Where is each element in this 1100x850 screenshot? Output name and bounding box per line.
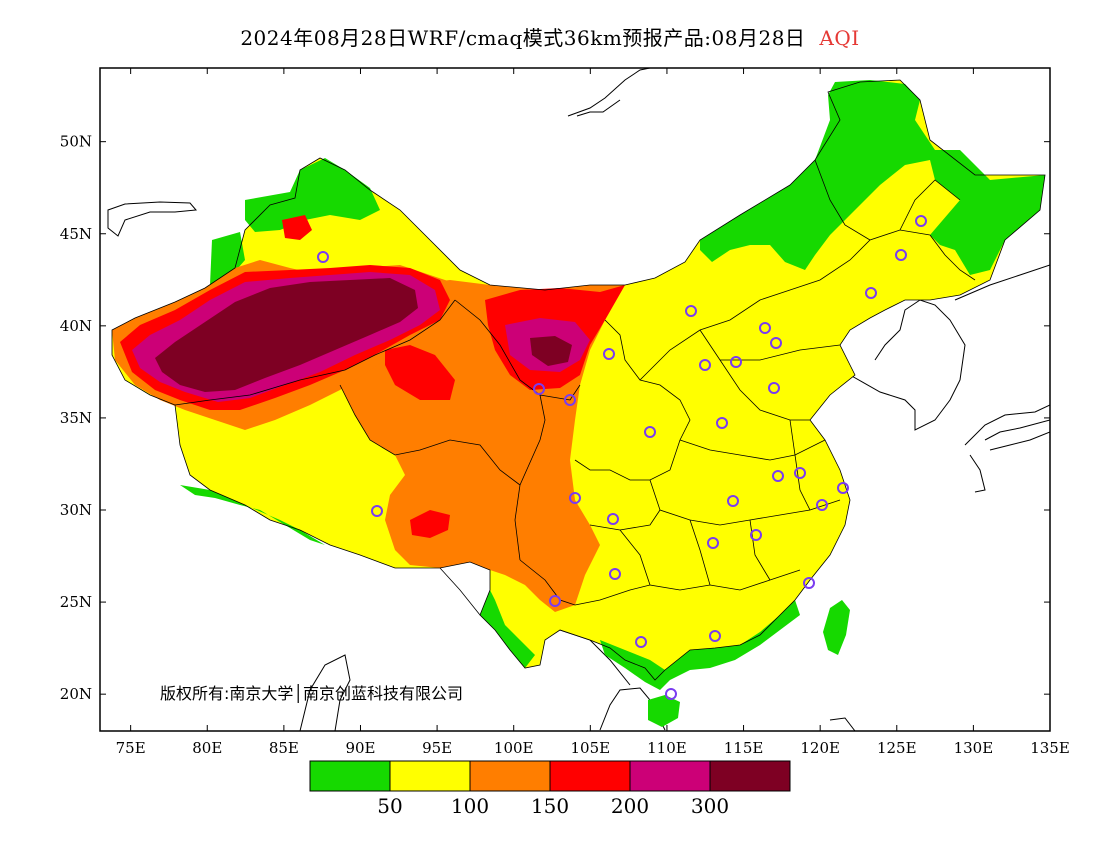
- circle-marker-icon: [865, 287, 877, 299]
- circle-marker-icon: [730, 356, 742, 368]
- legend-swatch: [389, 760, 471, 792]
- lon-tick-label: 120E: [800, 739, 840, 757]
- circle-marker-icon: [837, 482, 849, 494]
- circle-marker-icon: [371, 505, 383, 517]
- legend-label: 200: [611, 794, 649, 818]
- circle-marker-icon: [727, 495, 739, 507]
- lat-tick-label: 45N: [60, 225, 92, 243]
- circle-marker-icon: [794, 467, 806, 479]
- coastline-outlines: [107, 68, 1050, 731]
- circle-marker-icon: [533, 383, 545, 395]
- legend-label: 100: [451, 794, 489, 818]
- legend-swatch: [309, 760, 391, 792]
- aqi-zone-good-northeast: [700, 80, 1045, 275]
- aqi-zone-good-northwest: [245, 158, 380, 232]
- aqi-zone-unhealthy-tibet: [410, 510, 450, 538]
- lon-tick-label: 80E: [192, 739, 222, 757]
- lat-tick-label: 35N: [60, 409, 92, 427]
- lon-tick-label: 115E: [724, 739, 764, 757]
- aqi-zone-good-taiwan: [823, 600, 850, 655]
- legend-label: 300: [691, 794, 729, 818]
- longitude-axis: 75E 80E 85E 90E 95E 100E 105E 110E 115E 120E 125E 1…: [116, 68, 1070, 757]
- lon-tick-label: 110E: [647, 739, 687, 757]
- circle-marker-icon: [816, 499, 828, 511]
- circle-marker-icon: [803, 577, 815, 589]
- circle-marker-icon: [549, 595, 561, 607]
- map-frame: [99, 67, 1051, 732]
- lon-tick-label: 125E: [877, 739, 917, 757]
- circle-marker-icon: [685, 305, 697, 317]
- circle-marker-icon: [768, 382, 780, 394]
- lat-tick-label: 20N: [60, 685, 92, 703]
- legend-swatch: [549, 760, 631, 792]
- circle-marker-icon: [317, 251, 329, 263]
- circle-marker-icon: [707, 537, 719, 549]
- lon-tick-label: 100E: [494, 739, 534, 757]
- latitude-axis: 20N 25N 30N 35N 40N 45N 50N: [60, 133, 1050, 703]
- aqi-zone-hazardous-tarim: [155, 278, 418, 392]
- copyright-notice: 版权所有:南京大学│南京创蓝科技有限公司: [160, 684, 464, 703]
- lon-tick-label: 85E: [269, 739, 299, 757]
- lon-tick-label: 105E: [571, 739, 611, 757]
- lon-tick-label: 75E: [116, 739, 146, 757]
- aqi-zone-good-yunnan: [480, 590, 535, 668]
- circle-marker-icon: [716, 417, 728, 429]
- aqi-zone-unhealthy-qaidam: [385, 345, 455, 400]
- map-content: [107, 68, 1050, 731]
- aqi-legend: 50 100 150 200 300: [309, 760, 791, 818]
- circle-marker-icon: [915, 215, 927, 227]
- lon-tick-label: 95E: [422, 739, 452, 757]
- circle-marker-icon: [750, 529, 762, 541]
- circle-marker-icon: [603, 348, 615, 360]
- lon-tick-label: 90E: [345, 739, 375, 757]
- lon-tick-label: 135E: [1030, 739, 1070, 757]
- circle-marker-icon: [609, 568, 621, 580]
- legend-swatch: [709, 760, 791, 792]
- circle-marker-icon: [699, 359, 711, 371]
- circle-marker-icon: [770, 337, 782, 349]
- legend-label: 150: [531, 794, 569, 818]
- legend-label: 50: [377, 794, 402, 818]
- aqi-zone-good-south: [600, 600, 800, 690]
- circle-marker-icon: [569, 492, 581, 504]
- lat-tick-label: 25N: [60, 593, 92, 611]
- map-title: 2024年08月28日WRF/cmaq模式36km预报产品:08月28日 AQI: [0, 22, 1100, 51]
- aqi-field: [112, 80, 1045, 727]
- circle-marker-icon: [644, 426, 656, 438]
- circle-marker-icon: [895, 249, 907, 261]
- province-borders: [111, 79, 1046, 681]
- circle-marker-icon: [772, 470, 784, 482]
- legend-swatch: [469, 760, 551, 792]
- aqi-zone-unhealthy-junggar: [282, 215, 312, 240]
- circle-marker-icon: [665, 688, 677, 700]
- lat-tick-label: 50N: [60, 133, 92, 151]
- circle-marker-icon: [759, 322, 771, 334]
- aqi-zone-good-hainan: [648, 695, 680, 727]
- circle-marker-icon: [709, 630, 721, 642]
- circle-marker-icon: [635, 636, 647, 648]
- aqi-zone-hazardous-alashan: [530, 336, 572, 366]
- aqi-zone-good-west: [210, 232, 245, 285]
- title-variable: AQI: [819, 26, 860, 50]
- legend-swatch: [629, 760, 711, 792]
- title-text: 2024年08月28日WRF/cmaq模式36km预报产品:08月28日: [240, 26, 806, 50]
- circle-marker-icon: [564, 394, 576, 406]
- lon-tick-label: 130E: [954, 739, 994, 757]
- aqi-zone-good-tibet-west: [180, 485, 325, 545]
- lat-tick-label: 30N: [60, 501, 92, 519]
- circle-marker-icon: [607, 513, 619, 525]
- lat-tick-label: 40N: [60, 317, 92, 335]
- station-markers: [317, 215, 927, 700]
